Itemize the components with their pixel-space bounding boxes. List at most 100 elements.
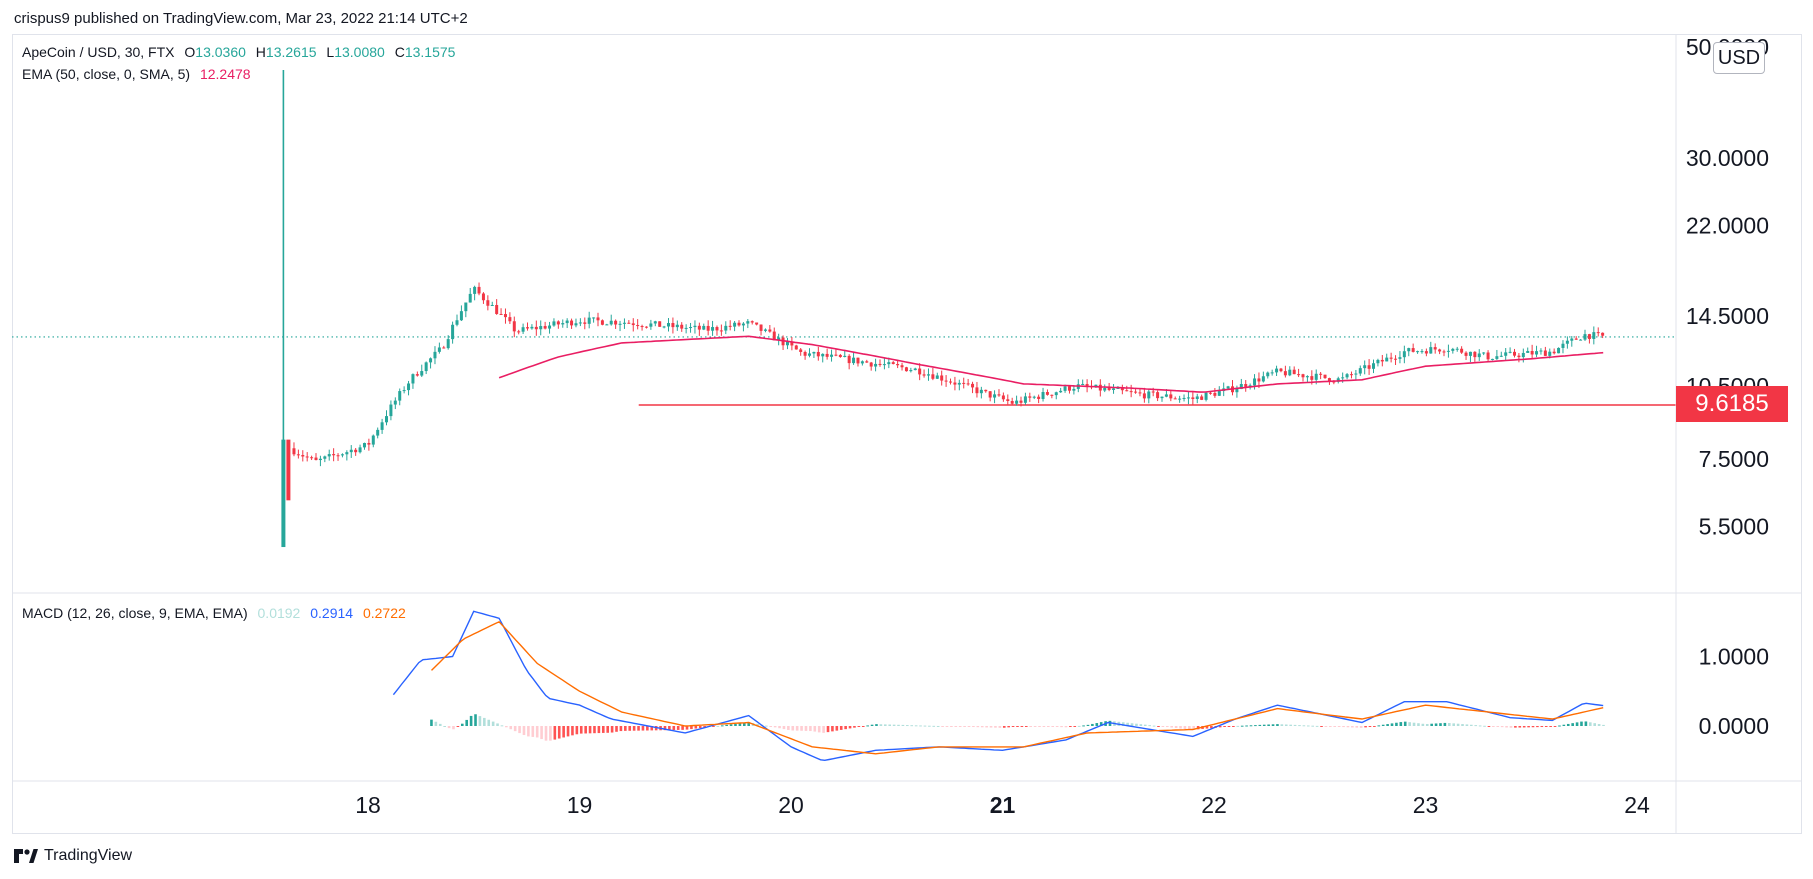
candle-body — [1310, 376, 1314, 380]
candle-body — [402, 390, 406, 392]
candle-body — [411, 374, 415, 384]
macd-histogram-bar — [1434, 723, 1438, 726]
macd-histogram-bar — [1355, 726, 1359, 728]
macd-histogram-bar — [1143, 724, 1147, 726]
macd-histogram-bar — [575, 726, 579, 735]
candle-body — [534, 326, 538, 330]
candle-body — [644, 326, 648, 328]
candle-body — [618, 323, 622, 325]
candle-body — [1530, 350, 1534, 355]
macd-histogram-bar — [1602, 724, 1605, 726]
candle-body — [979, 389, 983, 394]
candle-body — [702, 325, 706, 330]
macd-histogram-bar — [866, 725, 869, 727]
candle-body — [830, 354, 834, 357]
candle-body — [684, 327, 688, 329]
candle-body — [1517, 355, 1521, 358]
macd-histogram-bar — [474, 714, 477, 726]
macd-histogram-bar — [676, 726, 680, 730]
macd-histogram-bar — [434, 721, 438, 726]
macd-histogram-bar — [1337, 726, 1341, 727]
candle-body — [543, 326, 547, 329]
macd-histogram-bar — [1293, 724, 1297, 726]
macd-histogram-bar — [1588, 722, 1592, 726]
candle-body — [627, 322, 631, 324]
candle-body — [358, 447, 362, 453]
macd-histogram-bar — [945, 726, 949, 727]
candle-body — [622, 322, 626, 324]
macd-histogram-bar — [505, 726, 508, 728]
candle-body — [741, 323, 745, 326]
macd-histogram-bar — [1183, 726, 1187, 729]
macd-histogram-bar — [1289, 724, 1292, 726]
candle-body — [711, 327, 715, 331]
macd-histogram-bar — [1478, 725, 1482, 727]
macd-histogram-bar — [527, 726, 530, 737]
candle-body — [966, 383, 970, 385]
candle-body — [1548, 351, 1552, 356]
macd-histogram-bar — [1249, 725, 1253, 727]
macd-histogram-bar — [456, 726, 460, 727]
symbol-label: ApeCoin / USD, 30, FTX — [22, 44, 175, 60]
macd-histogram-bar — [1381, 724, 1385, 726]
macd-histogram-bar — [910, 725, 914, 727]
candle-body — [1570, 338, 1574, 341]
macd-histogram-bar — [1179, 726, 1182, 729]
candle-body — [1451, 348, 1455, 351]
macd-histogram-bar — [1280, 724, 1284, 726]
candle-body — [1006, 399, 1010, 402]
macd-histogram-bar — [685, 726, 689, 730]
macd-histogram-bar — [932, 725, 936, 727]
candle-body — [499, 313, 503, 315]
candle-body — [1156, 392, 1160, 399]
candle-body — [1305, 376, 1309, 378]
macd-histogram-bar — [1170, 726, 1173, 728]
candle-body — [852, 357, 856, 364]
macd-histogram-bar — [928, 725, 931, 727]
macd-histogram-bar — [1531, 726, 1535, 728]
candle-body — [464, 302, 468, 312]
macd-histogram-bar — [1571, 723, 1574, 726]
candle-body — [385, 416, 389, 423]
macd-histogram-bar — [1298, 725, 1301, 727]
macd-histogram-bar — [681, 726, 684, 730]
candle-body — [913, 368, 917, 371]
macd-histogram-bar — [742, 722, 746, 726]
candle-body — [1411, 348, 1415, 352]
candle-body — [636, 325, 640, 327]
candle-body — [512, 321, 516, 332]
macd-histogram-bar — [1443, 722, 1447, 726]
candle-body — [1398, 357, 1402, 359]
candle-body — [662, 326, 666, 328]
currency-button[interactable]: USD — [1713, 42, 1765, 74]
candle-body — [1526, 350, 1530, 353]
candle-body — [455, 320, 459, 325]
candle-body — [1186, 397, 1190, 399]
candle-body — [561, 323, 565, 325]
macd-histogram-bar — [1373, 726, 1376, 727]
candle-body — [1385, 357, 1389, 362]
candle-body — [521, 327, 525, 332]
candle-body — [856, 357, 860, 364]
macd-histogram-bar — [632, 726, 636, 731]
macd-histogram-bar — [1597, 724, 1601, 726]
macd-histogram-bar — [1188, 726, 1191, 730]
time-tick-label: 20 — [778, 792, 804, 818]
candle-body — [367, 442, 371, 445]
macd-histogram-bar — [1456, 723, 1460, 726]
macd-histogram-bar — [1218, 726, 1222, 728]
macd-histogram-bar — [668, 726, 671, 731]
macd-histogram-bar — [496, 723, 499, 726]
macd-histogram-bar — [584, 726, 587, 734]
macd-histogram-bar — [588, 726, 592, 734]
candle-body — [583, 322, 587, 324]
ema-legend: EMA (50, close, 0, SMA, 5) 12.2478 — [22, 66, 257, 82]
macd-histogram-bar — [443, 726, 446, 727]
macd-histogram-bar — [1302, 725, 1306, 727]
candle-body — [1543, 350, 1547, 356]
candle-body — [1028, 396, 1032, 398]
candle-body — [380, 422, 384, 430]
candle-body — [1134, 391, 1138, 393]
candle-body — [777, 337, 781, 341]
